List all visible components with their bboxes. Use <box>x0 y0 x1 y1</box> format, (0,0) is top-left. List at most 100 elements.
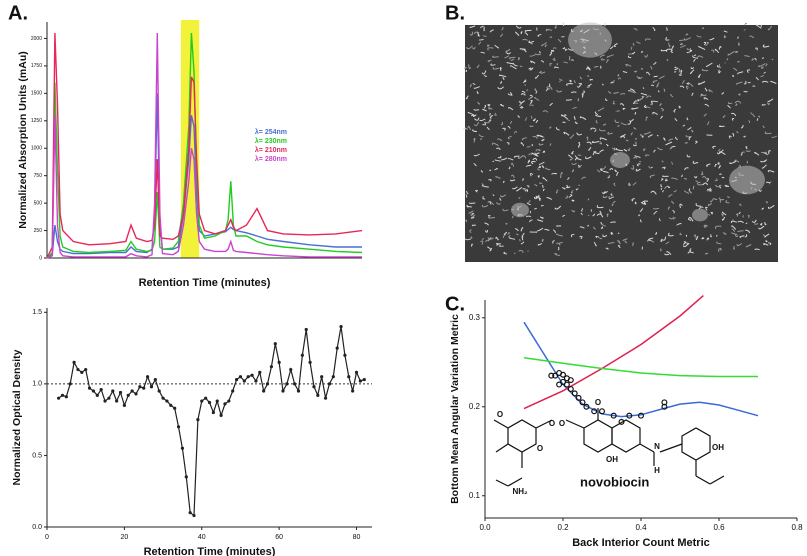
fiber <box>689 248 692 252</box>
data-point <box>153 377 157 382</box>
fiber <box>676 222 682 226</box>
fiber <box>714 178 718 182</box>
structure-label: O <box>595 398 601 407</box>
fiber <box>488 107 493 110</box>
fiber <box>642 87 645 89</box>
fiber <box>585 156 592 160</box>
fiber <box>660 107 664 112</box>
fiber <box>531 152 538 157</box>
fiber <box>544 44 548 48</box>
fiber <box>760 160 766 163</box>
fiber <box>605 247 609 250</box>
fiber <box>526 89 529 92</box>
fiber <box>650 190 657 195</box>
fiber <box>663 88 666 92</box>
fiber <box>522 137 527 141</box>
fiber <box>544 167 551 171</box>
fiber <box>665 36 670 41</box>
fiber <box>568 154 573 159</box>
data-point <box>107 396 111 400</box>
fiber <box>620 122 627 126</box>
fiber <box>681 174 683 178</box>
fiber <box>473 153 480 157</box>
fiber <box>510 179 516 182</box>
data-point <box>610 412 617 419</box>
data-point <box>571 390 578 397</box>
fiber <box>767 204 775 209</box>
fiber <box>570 233 575 238</box>
fiber <box>719 151 726 156</box>
fiber <box>695 140 698 144</box>
fiber <box>683 37 691 41</box>
fiber <box>487 215 491 217</box>
fiber <box>488 216 496 219</box>
data-point <box>246 375 250 379</box>
data-point <box>91 389 96 393</box>
fiber <box>732 133 735 137</box>
fiber <box>600 226 604 230</box>
fiber <box>701 68 709 72</box>
fiber <box>731 117 735 121</box>
fiber <box>465 95 469 100</box>
fiber <box>716 234 718 237</box>
fiber <box>487 237 494 240</box>
data-point <box>95 393 99 397</box>
fiber <box>587 224 590 227</box>
fiber <box>689 69 695 74</box>
fiber <box>703 224 708 229</box>
fiber <box>495 202 501 205</box>
fiber <box>478 41 482 45</box>
fiber <box>549 52 553 57</box>
fiber <box>549 143 552 146</box>
data-point <box>145 375 150 379</box>
fiber <box>530 42 533 45</box>
data-point <box>269 365 274 369</box>
fiber <box>530 60 536 64</box>
fiber <box>644 154 650 157</box>
fiber <box>598 237 603 240</box>
fiber <box>554 66 559 69</box>
fiber <box>701 175 708 180</box>
fiber <box>476 31 480 37</box>
fiber <box>673 217 676 220</box>
fiber <box>687 127 692 130</box>
data-point <box>563 381 570 388</box>
fiber <box>607 131 613 135</box>
fiber <box>761 164 767 169</box>
fiber <box>518 196 521 200</box>
fiber <box>505 222 508 225</box>
fiber <box>758 115 761 118</box>
fiber <box>631 107 639 110</box>
fiber <box>619 103 625 106</box>
data-point <box>196 418 200 422</box>
fiber <box>751 58 755 61</box>
fiber <box>495 176 501 179</box>
fiber <box>573 80 576 84</box>
fiber <box>573 116 576 120</box>
fiber <box>522 178 524 181</box>
fiber <box>754 223 759 225</box>
fiber <box>532 136 538 139</box>
fiber <box>521 93 526 96</box>
fiber <box>481 183 485 187</box>
aggregate <box>610 152 630 168</box>
fiber <box>683 167 689 171</box>
fiber <box>518 100 522 103</box>
fiber <box>716 241 722 245</box>
data-point <box>184 475 188 479</box>
fiber <box>614 169 618 173</box>
fiber <box>730 112 737 117</box>
aggregate <box>511 202 529 218</box>
fiber <box>565 48 568 52</box>
fiber <box>735 103 738 107</box>
fiber <box>617 240 621 245</box>
fiber <box>472 83 476 86</box>
fiber <box>755 77 759 81</box>
fiber <box>534 97 540 101</box>
data-point <box>138 385 142 389</box>
fiber <box>541 165 545 169</box>
fiber <box>735 51 738 53</box>
fiber <box>630 165 635 170</box>
data-point <box>347 375 351 379</box>
fiber <box>526 185 530 188</box>
